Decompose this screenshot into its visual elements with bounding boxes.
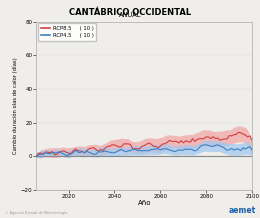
Legend: RCP8.5     ( 10 ), RCP4.5     ( 10 ): RCP8.5 ( 10 ), RCP4.5 ( 10 ) — [38, 23, 96, 41]
Text: CANTÁBRICO OCCIDENTAL: CANTÁBRICO OCCIDENTAL — [69, 8, 191, 17]
Text: © Agencia Estatal de Meteorología: © Agencia Estatal de Meteorología — [5, 211, 67, 215]
Y-axis label: Cambio duración olas de calor (días): Cambio duración olas de calor (días) — [12, 57, 18, 154]
X-axis label: Año: Año — [138, 200, 151, 206]
Text: aemet: aemet — [229, 206, 256, 215]
Text: ANUAL: ANUAL — [119, 12, 141, 18]
